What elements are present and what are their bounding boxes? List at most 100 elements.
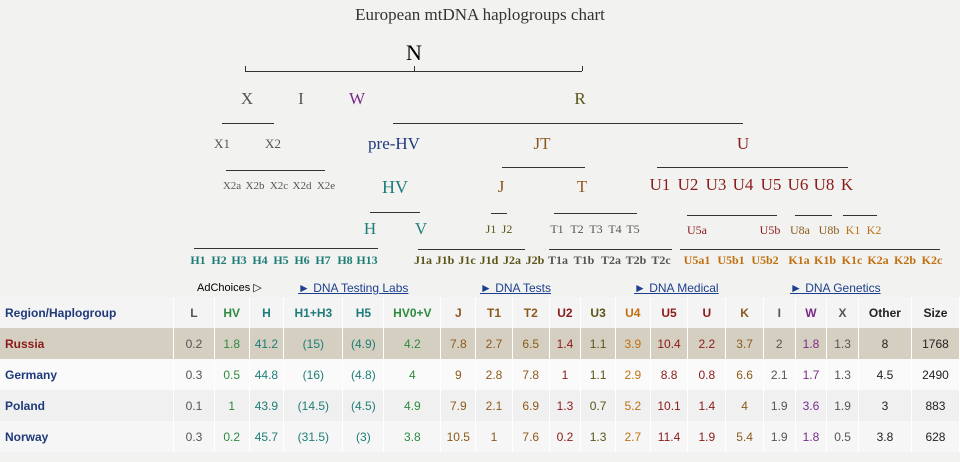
table-cell: 2490 (911, 359, 960, 390)
node-jt: JT (533, 134, 551, 153)
table-cell: 1.4 (687, 390, 727, 421)
table-cell: 628 (911, 421, 960, 452)
node-pre-hv: pre-HV (368, 134, 420, 153)
node-j1a: J1a (414, 253, 432, 267)
table-cell: 0.5 (826, 421, 859, 452)
node-x2b: X2b (245, 180, 265, 192)
table-cell: 1.1 (580, 328, 616, 359)
table-body: Russia 0.2 1.8 41.2 (15) (4.9) 4.2 7.8 2.7 6.5 1.4… (0, 328, 960, 452)
table-cell: 3.8 (858, 421, 912, 452)
table-cell: 41.2 (249, 328, 285, 359)
node-h1: H1 (190, 253, 206, 267)
table-cell: 1 (475, 421, 513, 452)
ad-link-tests[interactable]: ► DNA Tests (480, 281, 552, 295)
node-u5b1: U5b1 (717, 253, 745, 267)
ad-link-medical[interactable]: ► DNA Medical (634, 281, 719, 295)
table-cell: 10.5 (440, 421, 477, 452)
tree-connector (226, 170, 325, 171)
node-k2: K2 (866, 223, 882, 237)
header-region: Region/Haplogroup (0, 297, 175, 328)
table-cell: (16) (283, 359, 344, 390)
header-t1: T1 (475, 297, 513, 328)
node-t2: T2 (570, 222, 584, 236)
table-cell: 2.8 (475, 359, 513, 390)
tree-connector (491, 213, 507, 214)
table-cell: 0.7 (580, 390, 616, 421)
header-u: U (687, 297, 727, 328)
table-cell: 2 (763, 328, 796, 359)
table-cell: 4.5 (858, 359, 912, 390)
table-cell: 1.1 (580, 359, 616, 390)
table-cell: 1.9 (687, 421, 727, 452)
table-cell: 10.4 (650, 328, 689, 359)
table-cell: 1.8 (795, 328, 828, 359)
header-h1-h3: H1+H3 (283, 297, 344, 328)
tree-connector (245, 66, 246, 71)
node-t1: T1 (550, 222, 564, 236)
node-x: X (240, 89, 254, 108)
tree-connector (393, 123, 743, 124)
tree-connector (222, 123, 274, 124)
node-u: U (736, 134, 750, 153)
tree-connector (680, 249, 790, 250)
table-cell: 1.8 (214, 328, 250, 359)
table-cell: 7.9 (440, 390, 477, 421)
node-x2e: X2e (316, 180, 336, 192)
tree-connector (245, 71, 582, 72)
node-h8: H8 (337, 253, 353, 267)
node-u4: U4 (732, 175, 754, 194)
node-x2d: X2d (292, 180, 312, 192)
table-cell: (4.5) (342, 390, 385, 421)
tree-connector (554, 213, 637, 214)
table-cell: 7.6 (512, 421, 550, 452)
node-h5: H5 (273, 253, 289, 267)
table-cell: 3.8 (383, 421, 442, 452)
node-j1d: J1d (479, 253, 499, 267)
tree-connector (549, 249, 672, 250)
adchoices-link[interactable]: AdChoices ▷ (197, 282, 262, 294)
tree-connector (194, 248, 378, 249)
node-t4: T4 (608, 222, 622, 236)
tree-connector (657, 167, 848, 168)
table-cell: (15) (283, 328, 344, 359)
table-cell: 1.7 (795, 359, 828, 390)
table-cell: 1768 (911, 328, 960, 359)
header-other: Other (858, 297, 912, 328)
header-u4: U4 (615, 297, 651, 328)
node-h13: H13 (356, 253, 378, 267)
ad-link-genetics[interactable]: ► DNA Genetics (790, 281, 881, 295)
node-h6: H6 (294, 253, 310, 267)
header-hv: HV (214, 297, 250, 328)
node-k1c: K1c (841, 253, 863, 267)
header-t2: T2 (512, 297, 550, 328)
node-x2: X2 (265, 136, 281, 151)
table-cell: 5.4 (725, 421, 764, 452)
table-cell: 3.9 (615, 328, 651, 359)
node-t2c: T2c (651, 253, 671, 267)
table-cell: 4.2 (383, 328, 442, 359)
table-cell: 44.8 (249, 359, 285, 390)
node-n: N (406, 40, 422, 65)
table-cell: 0.3 (173, 359, 215, 390)
row-region-label: Poland (0, 390, 175, 421)
node-j2: J2 (501, 222, 513, 236)
table-cell: 1 (549, 359, 582, 390)
node-j1c: J1c (458, 253, 476, 267)
ad-link-testing-labs[interactable]: ► DNA Testing Labs (298, 281, 409, 295)
table-cell: 1.9 (826, 390, 859, 421)
node-h2: H2 (211, 253, 227, 267)
node-u2: U2 (677, 175, 699, 194)
ad-bar: AdChoices ▷ ► DNA Testing Labs ► DNA Tes… (0, 279, 960, 297)
table-cell: 4.9 (383, 390, 442, 421)
tree-connector (582, 66, 583, 71)
table-row: Germany 0.3 0.5 44.8 (16) (4.8) 4 9 2.8 7.8 1 1.1 2.… (0, 359, 960, 390)
table-cell: 3.6 (795, 390, 828, 421)
node-j2b: J2b (525, 253, 545, 267)
table-cell: 1.3 (580, 421, 616, 452)
table-cell: 7.8 (512, 359, 550, 390)
table-header-row: Region/Haplogroup L HV H H1+H3 H5 HV0+V J T1 T2 U2… (0, 297, 960, 328)
row-region-label: Germany (0, 359, 175, 390)
header-i: I (763, 297, 796, 328)
table-cell: 2.1 (763, 359, 796, 390)
node-h3: H3 (231, 253, 247, 267)
